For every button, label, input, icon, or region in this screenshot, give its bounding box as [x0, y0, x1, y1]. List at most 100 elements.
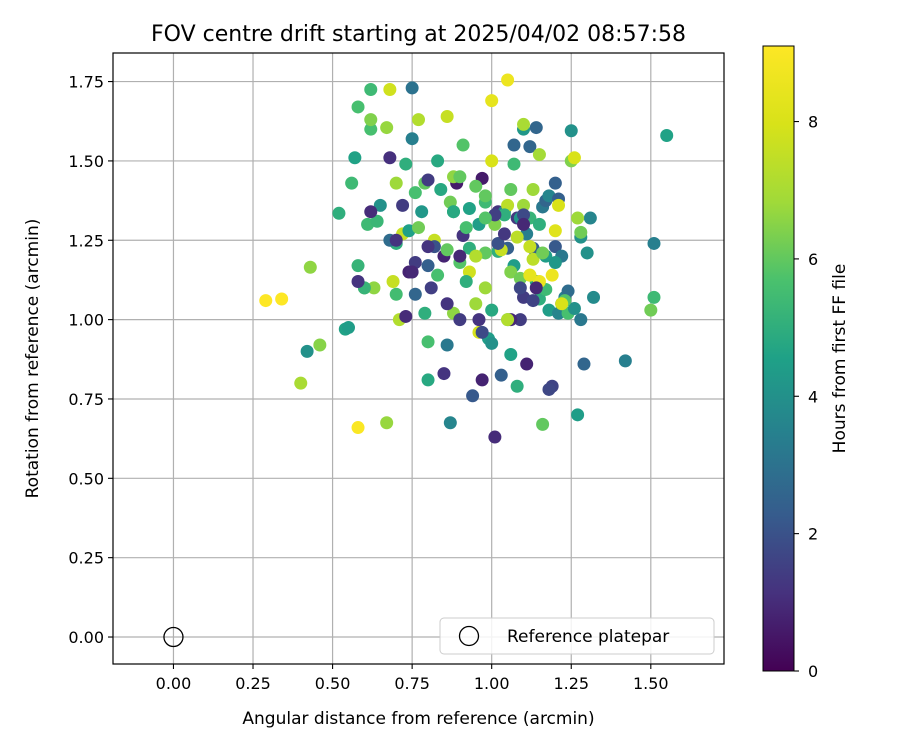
data-point	[462, 202, 476, 216]
data-point	[532, 217, 546, 231]
data-point	[399, 309, 413, 323]
colorbar-ticks: 0 2 4 6 8	[794, 113, 818, 681]
data-point	[431, 268, 445, 282]
data-point	[408, 287, 422, 301]
data-point	[478, 189, 492, 203]
data-point	[440, 297, 454, 311]
data-point	[380, 121, 394, 135]
data-point	[507, 157, 521, 171]
y-tick-label: 0.00	[68, 628, 104, 647]
data-point	[478, 281, 492, 295]
data-point	[469, 297, 483, 311]
data-point	[580, 246, 594, 260]
legend: Reference platepar	[439, 617, 715, 655]
data-point	[517, 217, 531, 231]
data-point	[259, 294, 273, 308]
data-point	[513, 313, 527, 327]
data-point	[567, 302, 581, 316]
data-point	[574, 313, 588, 327]
data-point	[383, 83, 397, 97]
colorbar: 0 2 4 6 8 Hours from first FF file	[762, 45, 850, 681]
data-point	[587, 290, 601, 304]
data-point	[440, 109, 454, 123]
data-point	[415, 205, 429, 219]
data-point	[453, 249, 467, 263]
data-point	[389, 287, 403, 301]
data-point	[545, 268, 559, 282]
data-point	[405, 81, 419, 95]
data-point	[424, 281, 438, 295]
data-point	[437, 367, 451, 381]
data-point	[300, 344, 314, 358]
data-point	[475, 373, 489, 387]
data-point	[644, 303, 658, 317]
data-point	[469, 179, 483, 193]
data-point	[529, 121, 543, 135]
data-point	[275, 292, 289, 306]
data-point	[434, 182, 448, 196]
x-tick-label: 1.00	[474, 674, 510, 693]
data-point	[548, 176, 562, 190]
data-point	[536, 246, 550, 260]
data-point	[421, 259, 435, 273]
data-point	[488, 217, 502, 231]
data-point	[523, 268, 537, 282]
legend-marker-icon	[458, 625, 480, 647]
data-point	[421, 335, 435, 349]
data-point	[548, 224, 562, 238]
data-point	[380, 416, 394, 430]
data-point	[351, 100, 365, 114]
data-point	[364, 113, 378, 127]
y-axis-label: Rotation from reference (arcmin)	[23, 219, 43, 499]
y-tick-label: 1.00	[68, 311, 104, 330]
colorbar-label: Hours from first FF file	[830, 264, 850, 454]
data-point	[351, 259, 365, 273]
x-tick-label: 0.00	[156, 674, 192, 693]
colorbar-tick-label: 4	[808, 387, 818, 406]
data-point	[526, 182, 540, 196]
reference-marker	[163, 626, 184, 648]
data-point	[303, 260, 317, 274]
data-point	[504, 265, 518, 279]
data-point	[523, 140, 537, 154]
data-point	[447, 205, 461, 219]
data-point	[647, 236, 661, 250]
data-point	[466, 389, 480, 403]
y-tick-label: 1.75	[68, 73, 104, 92]
data-point	[526, 294, 540, 308]
data-point	[552, 198, 566, 212]
data-point	[542, 382, 556, 396]
data-point	[571, 408, 585, 422]
data-point	[469, 249, 483, 263]
data-point	[405, 265, 419, 279]
data-point	[373, 198, 387, 212]
data-point	[567, 151, 581, 165]
reference-point	[163, 626, 184, 648]
data-point	[532, 148, 546, 162]
data-point	[517, 198, 531, 212]
x-tick-label: 1.25	[553, 674, 589, 693]
colorbar-tick-label: 8	[808, 113, 818, 132]
data-point	[491, 236, 505, 250]
data-point	[507, 138, 521, 152]
data-point	[440, 243, 454, 257]
data-point	[494, 368, 508, 382]
data-point	[431, 154, 445, 168]
data-point	[456, 138, 470, 152]
data-point	[647, 290, 661, 304]
data-point	[453, 170, 467, 184]
data-point	[520, 357, 534, 371]
data-point	[526, 252, 540, 266]
data-points	[259, 73, 674, 444]
data-point	[399, 157, 413, 171]
y-tick-label: 0.75	[68, 390, 104, 409]
data-point	[364, 83, 378, 97]
data-point	[386, 275, 400, 289]
data-point	[341, 321, 355, 335]
data-point	[364, 205, 378, 219]
data-point	[351, 421, 365, 435]
data-point	[440, 338, 454, 352]
colorbar-tick-label: 0	[808, 662, 818, 681]
data-point	[478, 211, 492, 225]
x-tick-label: 1.50	[633, 674, 669, 693]
